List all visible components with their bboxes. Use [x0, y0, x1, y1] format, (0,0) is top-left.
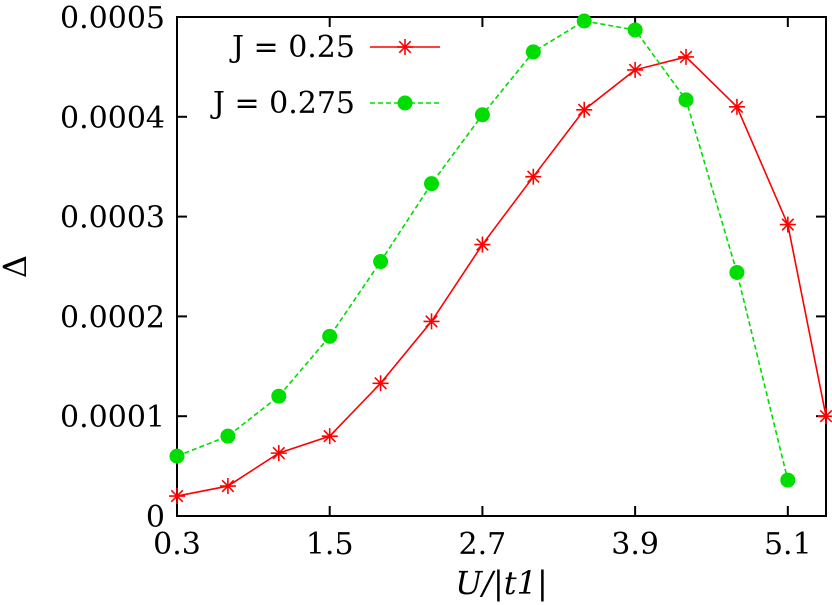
- x-tick-label: 2.7: [459, 527, 507, 562]
- data-point: [525, 168, 542, 185]
- legend-label: J = 0.275: [210, 86, 355, 121]
- series-green-circle: [169, 13, 796, 488]
- data-point: [474, 236, 491, 253]
- x-axis-label: U/|t1|: [455, 564, 548, 602]
- data-point: [220, 428, 236, 444]
- data-point: [818, 408, 832, 425]
- x-tick-label: 3.9: [611, 527, 659, 562]
- data-point: [779, 216, 796, 233]
- data-point: [678, 48, 695, 65]
- legend-marker: [397, 95, 413, 111]
- plot-frame: [176, 16, 827, 517]
- data-point: [576, 13, 592, 29]
- y-tick-label: 0.0001: [60, 400, 165, 435]
- data-point: [780, 472, 796, 488]
- legend-entry: J = 0.275: [210, 86, 440, 121]
- data-point: [424, 176, 440, 192]
- data-point: [576, 101, 593, 118]
- data-point: [219, 478, 236, 495]
- data-point: [423, 313, 440, 330]
- data-point: [169, 448, 185, 464]
- legend: J = 0.25 J = 0.275: [210, 30, 440, 121]
- axis-titles: U/|t1| Δ: [0, 255, 548, 602]
- data-point: [271, 388, 287, 404]
- data-point: [729, 264, 745, 280]
- plot-border: [176, 16, 827, 517]
- data-point: [728, 98, 745, 115]
- data-point: [321, 428, 338, 445]
- data-point: [373, 254, 389, 270]
- legend-marker: [397, 39, 413, 55]
- data-point: [169, 488, 185, 505]
- data-point: [270, 445, 287, 462]
- series-layer: [169, 13, 832, 505]
- y-tick-label: 0.0004: [60, 101, 165, 136]
- y-tick-label: 0.0002: [60, 300, 165, 335]
- series-red-asterisk: [169, 48, 832, 505]
- x-tick-label: 0.3: [153, 527, 201, 562]
- axis-ticks: [176, 16, 826, 517]
- y-tick-label: 0.0003: [60, 201, 165, 236]
- x-tick-label: 5.1: [764, 527, 812, 562]
- tick-labels: 0.3 1.5 2.7 3.9 5.1 0 0.0001 0.0002 0.0003 0.0004…: [60, 1, 812, 562]
- legend-entry: J = 0.25: [229, 30, 440, 65]
- data-point: [474, 107, 490, 123]
- data-point: [525, 44, 541, 60]
- data-point: [627, 22, 643, 38]
- y-tick-label: 0: [146, 500, 165, 535]
- legend-label: J = 0.25: [229, 30, 355, 65]
- y-tick-label: 0.0005: [60, 1, 165, 36]
- y-axis-label: Δ: [0, 255, 34, 278]
- data-point: [627, 61, 644, 78]
- series-line: [176, 56, 827, 497]
- data-point: [372, 375, 389, 392]
- x-tick-label: 1.5: [306, 527, 354, 562]
- data-point: [678, 92, 694, 108]
- data-point: [322, 328, 338, 344]
